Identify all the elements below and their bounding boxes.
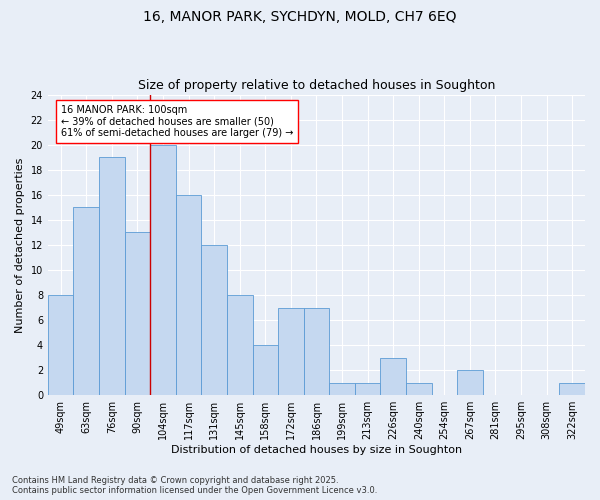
- Bar: [406, 382, 431, 395]
- Bar: [125, 232, 150, 395]
- Bar: [329, 382, 355, 395]
- Bar: [227, 295, 253, 395]
- Bar: [304, 308, 329, 395]
- Bar: [202, 245, 227, 395]
- Bar: [278, 308, 304, 395]
- Bar: [253, 345, 278, 395]
- Bar: [73, 208, 99, 395]
- Y-axis label: Number of detached properties: Number of detached properties: [15, 157, 25, 332]
- Bar: [48, 295, 73, 395]
- Title: Size of property relative to detached houses in Soughton: Size of property relative to detached ho…: [138, 79, 495, 92]
- Text: 16 MANOR PARK: 100sqm
← 39% of detached houses are smaller (50)
61% of semi-deta: 16 MANOR PARK: 100sqm ← 39% of detached …: [61, 104, 293, 138]
- X-axis label: Distribution of detached houses by size in Soughton: Distribution of detached houses by size …: [171, 445, 462, 455]
- Text: Contains HM Land Registry data © Crown copyright and database right 2025.
Contai: Contains HM Land Registry data © Crown c…: [12, 476, 377, 495]
- Text: 16, MANOR PARK, SYCHDYN, MOLD, CH7 6EQ: 16, MANOR PARK, SYCHDYN, MOLD, CH7 6EQ: [143, 10, 457, 24]
- Bar: [355, 382, 380, 395]
- Bar: [99, 157, 125, 395]
- Bar: [559, 382, 585, 395]
- Bar: [150, 144, 176, 395]
- Bar: [457, 370, 482, 395]
- Bar: [380, 358, 406, 395]
- Bar: [176, 195, 202, 395]
